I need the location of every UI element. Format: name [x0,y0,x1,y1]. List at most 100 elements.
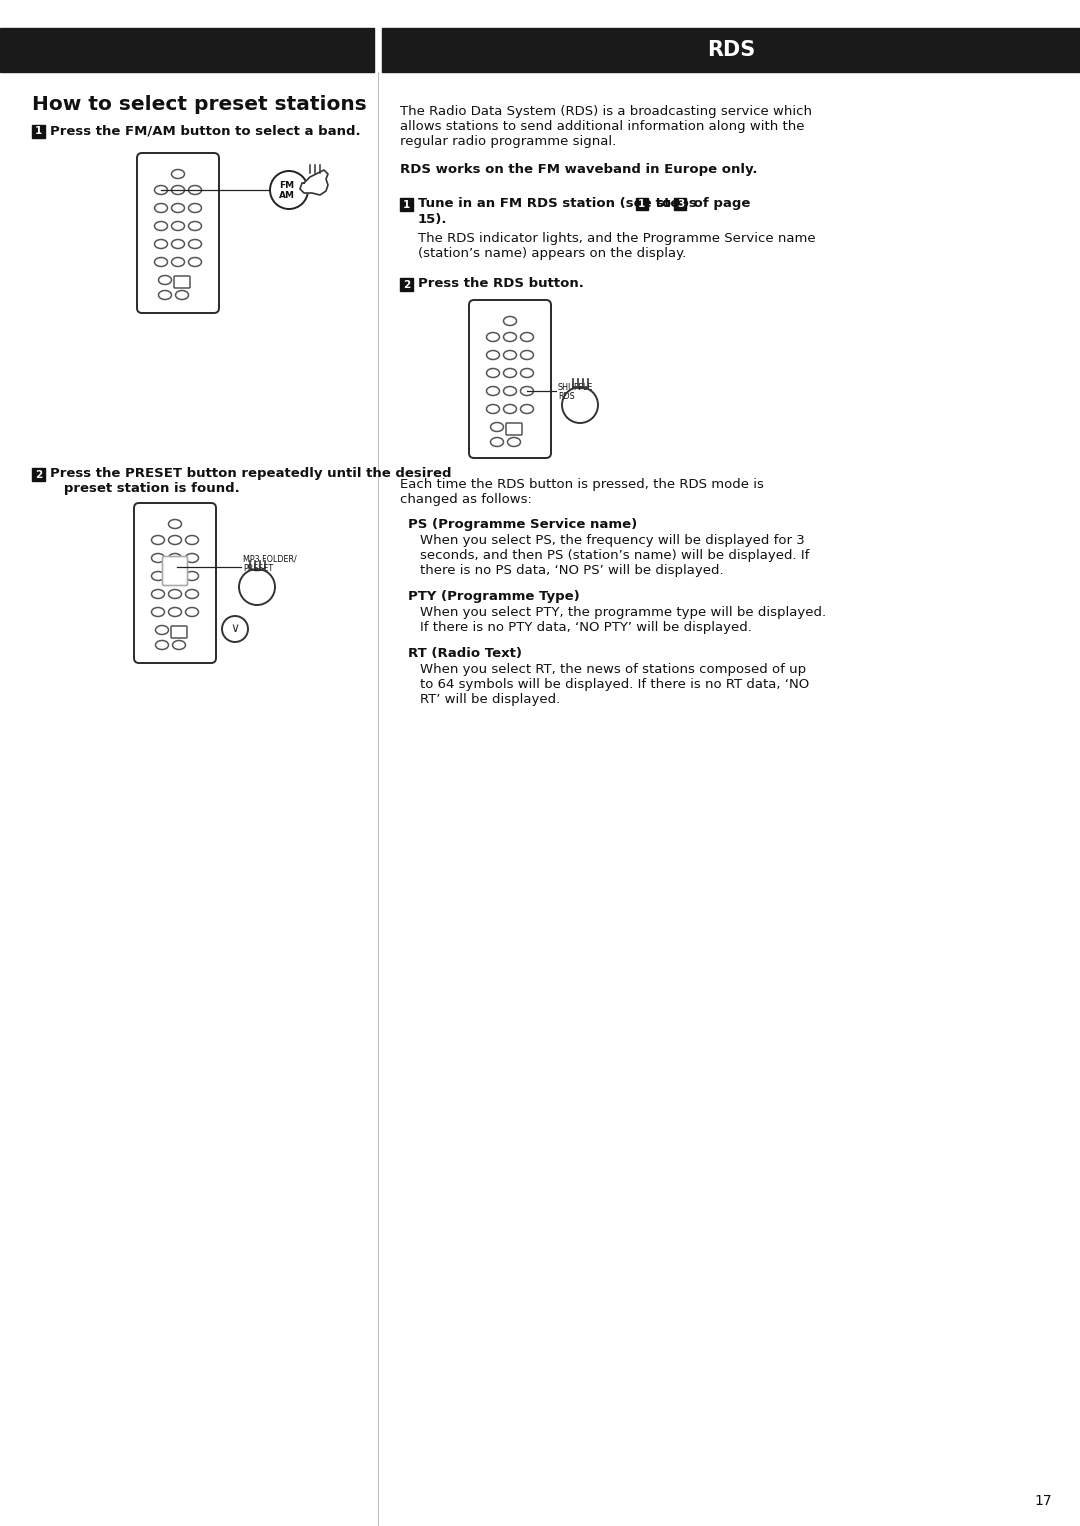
FancyBboxPatch shape [162,557,188,586]
Text: regular radio programme signal.: regular radio programme signal. [400,134,617,148]
Bar [0,27,374,72]
Ellipse shape [154,258,167,267]
Text: preset station is found.: preset station is found. [50,482,240,494]
Ellipse shape [168,589,181,598]
Ellipse shape [490,423,503,432]
Ellipse shape [168,519,181,528]
Text: there is no PS data, ‘NO PS’ will be displayed.: there is no PS data, ‘NO PS’ will be dis… [420,565,724,577]
FancyBboxPatch shape [171,626,187,638]
Ellipse shape [156,641,168,650]
Bar [32,125,45,137]
Ellipse shape [186,572,199,580]
Text: MP3 FOLDER/: MP3 FOLDER/ [243,555,297,565]
Text: 2: 2 [35,470,42,479]
Text: PS (Programme Service name): PS (Programme Service name) [408,517,637,531]
Ellipse shape [151,572,164,580]
Ellipse shape [486,333,499,342]
Text: of page: of page [689,197,751,211]
Text: to: to [651,197,676,211]
Text: 1: 1 [403,200,410,209]
Ellipse shape [503,404,516,414]
Text: 2: 2 [403,279,410,290]
Text: 1: 1 [638,198,646,209]
Text: RDS: RDS [707,40,755,60]
Ellipse shape [175,290,189,299]
FancyBboxPatch shape [507,423,522,435]
Ellipse shape [189,258,202,267]
FancyBboxPatch shape [137,153,219,313]
Ellipse shape [186,554,199,563]
Text: Each time the RDS button is pressed, the RDS mode is: Each time the RDS button is pressed, the… [400,478,764,491]
Text: RDS works on the FM waveband in Europe only.: RDS works on the FM waveband in Europe o… [400,163,757,175]
Ellipse shape [521,368,534,377]
Bar [32,468,45,481]
FancyBboxPatch shape [469,301,551,458]
Ellipse shape [172,221,185,230]
Ellipse shape [503,333,516,342]
Text: AM: AM [279,191,295,200]
Ellipse shape [172,186,185,194]
Text: FM: FM [280,182,295,191]
Text: If there is no PTY data, ‘NO PTY’ will be displayed.: If there is no PTY data, ‘NO PTY’ will b… [420,621,752,633]
Ellipse shape [189,186,202,194]
Text: 3: 3 [677,198,684,209]
Ellipse shape [172,258,185,267]
Text: When you select PTY, the programme type will be displayed.: When you select PTY, the programme type … [420,606,826,620]
Bar [400,198,413,211]
Ellipse shape [156,626,168,635]
Ellipse shape [172,169,185,179]
Ellipse shape [151,589,164,598]
Text: Press the RDS button.: Press the RDS button. [418,278,584,290]
Ellipse shape [508,438,521,447]
Text: SHUFFLE: SHUFFLE [558,383,593,392]
Text: RT (Radio Text): RT (Radio Text) [408,647,522,661]
Text: When you select RT, the news of stations composed of up: When you select RT, the news of stations… [420,662,806,676]
Ellipse shape [154,221,167,230]
Ellipse shape [186,536,199,545]
Ellipse shape [172,203,185,212]
Ellipse shape [154,186,167,194]
Text: to 64 symbols will be displayed. If there is no RT data, ‘NO: to 64 symbols will be displayed. If ther… [420,678,809,691]
Bar [400,278,413,291]
Text: RT’ will be displayed.: RT’ will be displayed. [420,693,561,707]
Text: changed as follows:: changed as follows: [400,493,531,507]
Ellipse shape [503,368,516,377]
Text: RDS: RDS [558,392,575,401]
Text: seconds, and then PS (station’s name) will be displayed. If: seconds, and then PS (station’s name) wi… [420,549,809,562]
Bar [675,198,687,211]
Ellipse shape [486,386,499,395]
Text: 1: 1 [35,127,42,136]
Text: PRESET: PRESET [243,565,273,572]
Ellipse shape [154,240,167,249]
Ellipse shape [521,333,534,342]
Text: PTY (Programme Type): PTY (Programme Type) [408,591,580,603]
Text: 17: 17 [1035,1494,1052,1508]
Ellipse shape [168,572,181,580]
Ellipse shape [486,404,499,414]
Ellipse shape [151,554,164,563]
Ellipse shape [189,203,202,212]
Ellipse shape [521,404,534,414]
Ellipse shape [503,351,516,360]
Text: 15).: 15). [418,214,447,226]
Ellipse shape [486,368,499,377]
Text: Tune in an FM RDS station (see steps: Tune in an FM RDS station (see steps [418,197,701,211]
Ellipse shape [503,386,516,395]
Bar [636,198,648,211]
Ellipse shape [151,536,164,545]
Ellipse shape [168,607,181,617]
Ellipse shape [486,351,499,360]
Ellipse shape [189,240,202,249]
Text: The Radio Data System (RDS) is a broadcasting service which: The Radio Data System (RDS) is a broadca… [400,105,812,118]
Text: The RDS indicator lights, and the Programme Service name: The RDS indicator lights, and the Progra… [418,232,815,246]
Ellipse shape [490,438,503,447]
Text: (station’s name) appears on the display.: (station’s name) appears on the display. [418,247,686,259]
Text: Press the PRESET button repeatedly until the desired: Press the PRESET button repeatedly until… [50,467,451,481]
Ellipse shape [189,221,202,230]
Ellipse shape [503,316,516,325]
Text: When you select PS, the frequency will be displayed for 3: When you select PS, the frequency will b… [420,534,805,546]
Polygon shape [300,169,328,195]
Ellipse shape [186,607,199,617]
FancyBboxPatch shape [134,504,216,662]
Ellipse shape [168,536,181,545]
